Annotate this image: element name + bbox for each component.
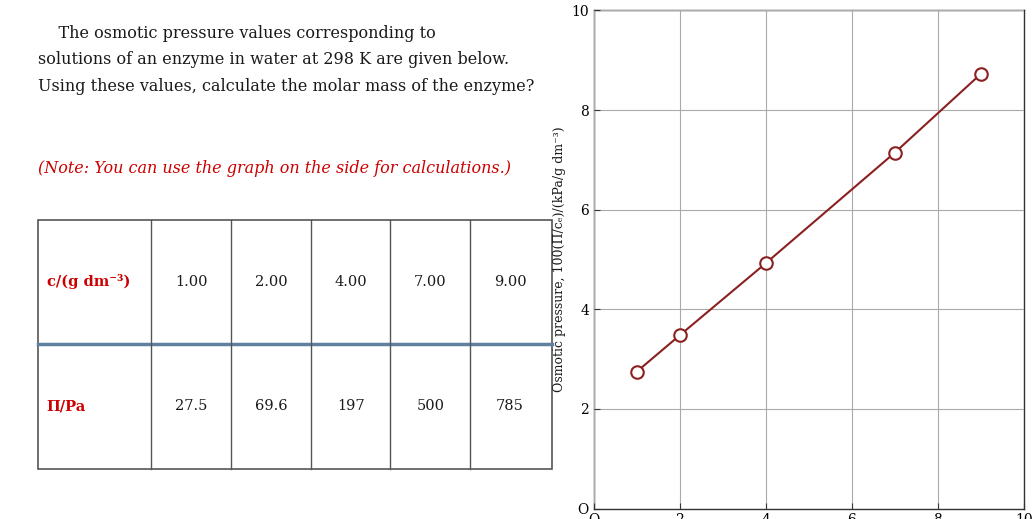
Text: (Note: You can use the graph on the side for calculations.): (Note: You can use the graph on the side… <box>38 160 511 177</box>
Text: 27.5: 27.5 <box>175 400 208 414</box>
Text: 1.00: 1.00 <box>175 275 208 289</box>
Y-axis label: Osmotic pressure, 100(Π/cₑ)/(kPa/g dm⁻³): Osmotic pressure, 100(Π/cₑ)/(kPa/g dm⁻³) <box>553 127 566 392</box>
Text: 4.00: 4.00 <box>334 275 367 289</box>
Text: 500: 500 <box>417 400 445 414</box>
Text: 69.6: 69.6 <box>254 400 287 414</box>
Text: The osmotic pressure values corresponding to
solutions of an enzyme in water at : The osmotic pressure values correspondin… <box>38 25 535 94</box>
FancyBboxPatch shape <box>38 220 552 469</box>
Text: 2.00: 2.00 <box>254 275 287 289</box>
Text: Π/Pa: Π/Pa <box>47 400 86 414</box>
Text: c/(g dm⁻³): c/(g dm⁻³) <box>47 275 130 290</box>
Text: 9.00: 9.00 <box>493 275 526 289</box>
Text: 7.00: 7.00 <box>414 275 447 289</box>
Text: 197: 197 <box>337 400 364 414</box>
Text: 785: 785 <box>496 400 524 414</box>
